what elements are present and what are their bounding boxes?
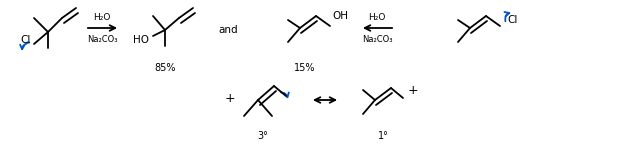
FancyArrowPatch shape: [505, 12, 509, 21]
Text: and: and: [218, 25, 238, 35]
Text: +: +: [408, 84, 419, 97]
Text: +: +: [224, 92, 235, 105]
Text: Cl: Cl: [21, 35, 32, 45]
Text: 1°: 1°: [377, 131, 388, 141]
FancyArrowPatch shape: [281, 92, 289, 97]
Text: 3°: 3°: [258, 131, 268, 141]
Text: H₂O: H₂O: [368, 13, 386, 22]
Text: 15%: 15%: [294, 63, 316, 73]
Text: Na₂CO₃: Na₂CO₃: [87, 35, 117, 45]
FancyArrowPatch shape: [20, 42, 30, 49]
Text: 85%: 85%: [154, 63, 176, 73]
Text: H₂O: H₂O: [93, 13, 111, 22]
Text: Na₂CO₃: Na₂CO₃: [362, 35, 392, 45]
Text: Cl: Cl: [508, 15, 518, 25]
Text: OH: OH: [332, 11, 348, 21]
Text: HO: HO: [133, 35, 149, 45]
